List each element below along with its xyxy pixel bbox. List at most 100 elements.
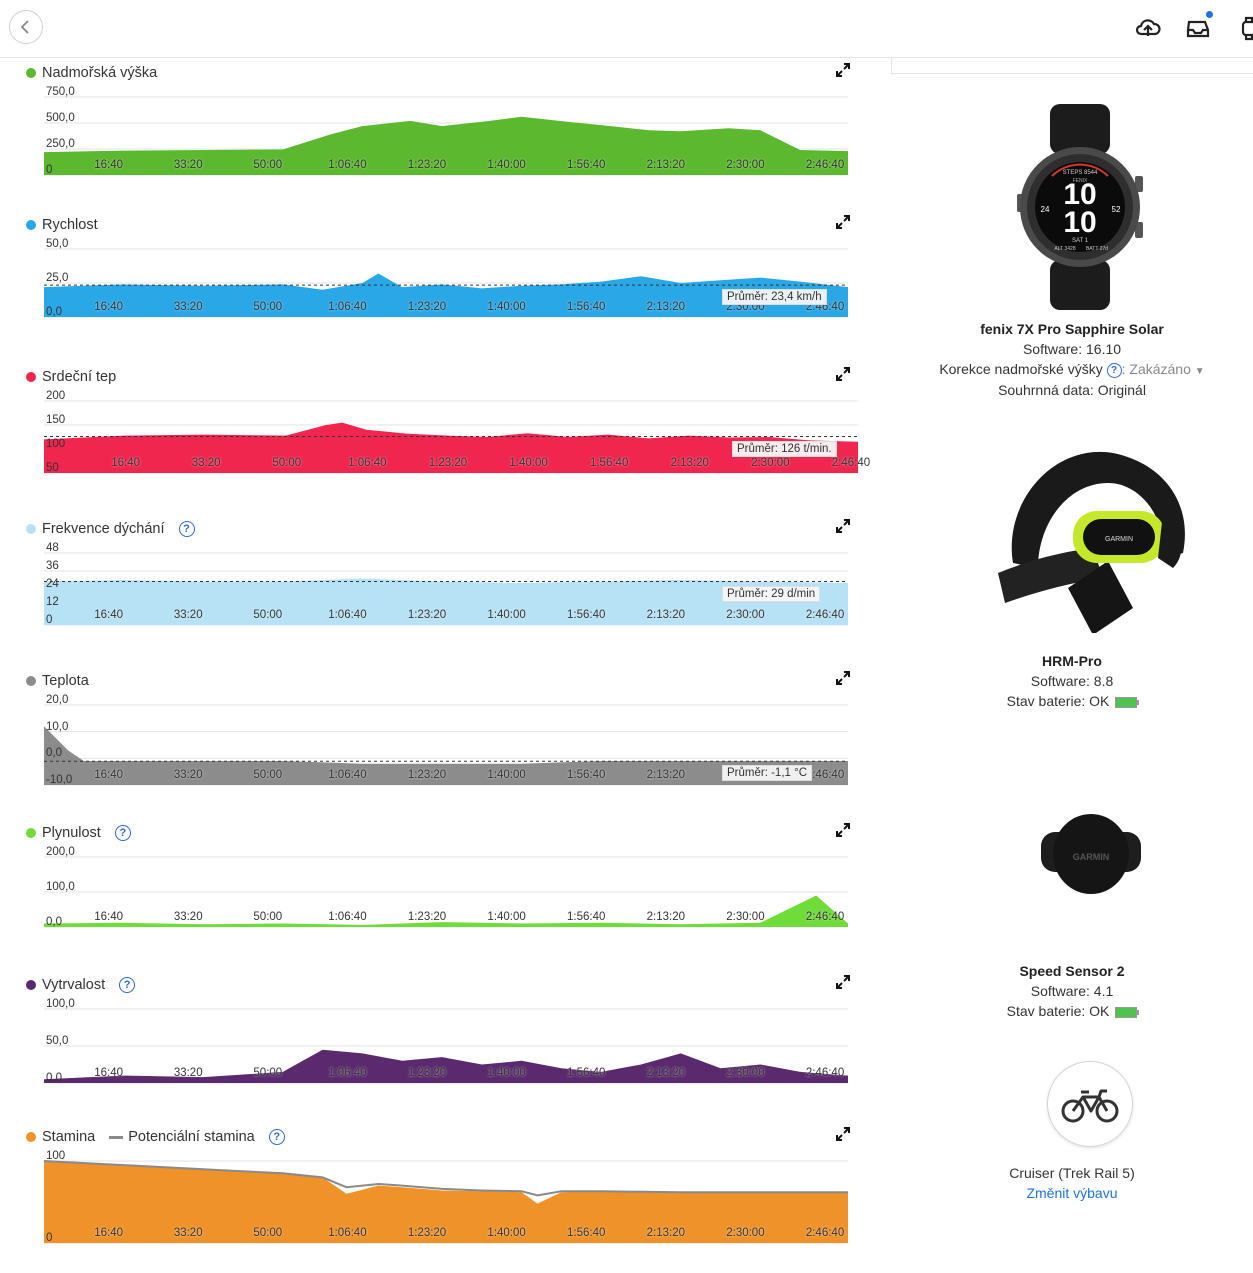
plot-area[interactable] bbox=[43, 1147, 848, 1244]
help-icon[interactable]: ? bbox=[119, 977, 136, 993]
plot-area[interactable] bbox=[44, 843, 848, 928]
x-tick-label: 1:40:00 bbox=[487, 301, 526, 313]
plot-area[interactable] bbox=[44, 83, 848, 176]
x-tick-label: 1:40:00 bbox=[487, 1227, 526, 1239]
x-tick-label: 2:30:00 bbox=[726, 1227, 765, 1239]
x-tick-label: 16:40 bbox=[94, 1227, 123, 1239]
series-area bbox=[44, 116, 848, 175]
legend-dot bbox=[26, 980, 36, 990]
y-tick-label: 200 bbox=[46, 390, 66, 402]
expand-icon[interactable] bbox=[836, 367, 850, 381]
watch-face-hour: 10 bbox=[1063, 178, 1096, 211]
plot-area[interactable] bbox=[44, 995, 848, 1084]
y-tick-label: 10,0 bbox=[46, 720, 69, 733]
expand-icon[interactable] bbox=[836, 975, 850, 989]
x-tick-label: 33:20 bbox=[173, 911, 203, 923]
potential-line bbox=[43, 1160, 848, 1197]
hrm-brand: GARMIN bbox=[1105, 536, 1133, 543]
x-tick-label: 2:30:00 bbox=[751, 457, 790, 469]
x-tick-label: 1:23:20 bbox=[407, 769, 447, 781]
battery-icon bbox=[1115, 696, 1140, 708]
series-area bbox=[44, 1161, 848, 1243]
chart-stamina: Stamina Potenciální stamina? 100 0 16:40 33:2… bbox=[0, 1121, 870, 1273]
chart-title: Vytrvalost bbox=[42, 977, 106, 993]
cloud-upload-icon[interactable] bbox=[1134, 14, 1162, 42]
hrm-strap-image: GARMIN bbox=[993, 443, 1189, 635]
x-tick-label: 2:30:00 bbox=[726, 609, 765, 621]
x-tick-label: 1:40:00 bbox=[487, 1067, 526, 1079]
expand-icon[interactable] bbox=[836, 1127, 850, 1141]
help-icon[interactable]: ? bbox=[1106, 362, 1122, 378]
y-tick-label: 0,0 bbox=[46, 916, 62, 928]
bike-circle[interactable] bbox=[1047, 1061, 1133, 1147]
help-icon[interactable]: ? bbox=[178, 521, 195, 537]
series-area bbox=[44, 1049, 848, 1083]
x-tick-label: 2:13:20 bbox=[646, 911, 686, 923]
legend-dot bbox=[26, 676, 36, 686]
x-tick-label: 1:56:40 bbox=[567, 159, 606, 171]
altitude-correction-dropdown[interactable]: : Zakázáno ▼ bbox=[1122, 361, 1205, 377]
legend-line bbox=[109, 1135, 124, 1139]
plot-area[interactable] bbox=[44, 539, 848, 626]
x-tick-label: 2:30:00 bbox=[726, 1067, 765, 1079]
series-area bbox=[44, 273, 848, 317]
device-speed-sensor: Speed Sensor 2 Software: 4.1 Stav bateri… bbox=[891, 963, 1253, 1019]
x-tick-label: 1:56:40 bbox=[567, 1067, 606, 1079]
back-button[interactable] bbox=[9, 10, 43, 44]
x-tick-label: 2:13:20 bbox=[670, 457, 709, 469]
x-tick-label: 1:06:40 bbox=[328, 1067, 367, 1079]
x-tick-label: 50:00 bbox=[253, 769, 283, 781]
expand-icon[interactable] bbox=[836, 519, 850, 533]
watch-image: 10 10 24 52 STEPS 8544 FENIX SAT 1 ALT 3… bbox=[1017, 104, 1143, 310]
y-tick-label: 20,0 bbox=[46, 694, 69, 706]
help-icon[interactable]: ? bbox=[114, 825, 131, 841]
device-name: HRM-Pro bbox=[1042, 653, 1102, 669]
x-tick-label: 1:23:20 bbox=[407, 911, 447, 923]
x-tick-label: 1:06:40 bbox=[328, 769, 367, 781]
x-tick-label: 1:23:20 bbox=[407, 1227, 447, 1239]
x-tick-label: 2:13:20 bbox=[646, 1067, 686, 1079]
battery-status: Stav baterie: OK bbox=[891, 693, 1253, 709]
x-tick-label: 16:40 bbox=[94, 159, 123, 171]
x-tick-label: 2:46:40 bbox=[805, 609, 845, 621]
y-tick-label: 0 bbox=[46, 614, 53, 626]
change-gear-link[interactable]: Změnit výbavu bbox=[1026, 1185, 1118, 1201]
bike-name: Cruiser (Trek Rail 5) bbox=[1009, 1165, 1135, 1181]
x-tick-label: 1:56:40 bbox=[567, 1227, 606, 1239]
plot-area[interactable] bbox=[44, 691, 848, 786]
y-tick-label: 48 bbox=[46, 542, 59, 554]
expand-icon[interactable] bbox=[836, 63, 850, 77]
plot-area[interactable] bbox=[44, 235, 848, 318]
y-tick-label: 500,0 bbox=[46, 112, 75, 124]
watch-icon[interactable] bbox=[1236, 14, 1253, 42]
plot-area[interactable] bbox=[44, 387, 858, 474]
x-tick-label: 1:23:20 bbox=[407, 301, 447, 313]
device-software: Software: 4.1 bbox=[1030, 983, 1114, 999]
chart-speed: Rychlost 50,0 25,0 0,0 16:40 33:20 50:00 1:06:4… bbox=[0, 209, 870, 361]
watch-face-batt: BATT 27d bbox=[1086, 246, 1108, 252]
expand-icon[interactable] bbox=[836, 215, 850, 229]
caret-down-icon: ▼ bbox=[1194, 366, 1205, 377]
device-hrm-pro: HRM-Pro Software: 8.8 Stav baterie: OK bbox=[891, 653, 1253, 709]
x-tick-label: 16:40 bbox=[94, 769, 123, 781]
x-tick-label: 33:20 bbox=[173, 609, 203, 621]
chart-elevation: Nadmořská výška 750,0 500,0 250,0 0 16:40 33:2… bbox=[0, 57, 870, 209]
y-tick-label: 50,0 bbox=[46, 238, 69, 250]
expand-icon[interactable] bbox=[836, 823, 850, 837]
x-tick-label: 1:40:00 bbox=[509, 457, 548, 469]
help-icon[interactable]: ? bbox=[268, 1129, 285, 1145]
expand-icon[interactable] bbox=[836, 671, 850, 685]
chart-header: Teplota bbox=[26, 672, 89, 690]
y-tick-label: 100 bbox=[46, 438, 66, 450]
inbox-icon[interactable] bbox=[1184, 11, 1213, 42]
chart-title: Stamina bbox=[42, 1129, 96, 1145]
x-tick-label: 33:20 bbox=[173, 301, 203, 313]
x-tick-label: 2:30:00 bbox=[726, 159, 765, 171]
y-tick-label: 200,0 bbox=[46, 846, 75, 858]
legend-dot bbox=[26, 68, 36, 78]
x-tick-label: 1:23:20 bbox=[428, 457, 468, 469]
y-tick-label: 0,0 bbox=[46, 747, 62, 760]
chart-header: Nadmořská výška bbox=[26, 64, 157, 82]
x-tick-label: 1:40:00 bbox=[487, 769, 526, 781]
x-tick-label: 33:20 bbox=[191, 457, 221, 469]
